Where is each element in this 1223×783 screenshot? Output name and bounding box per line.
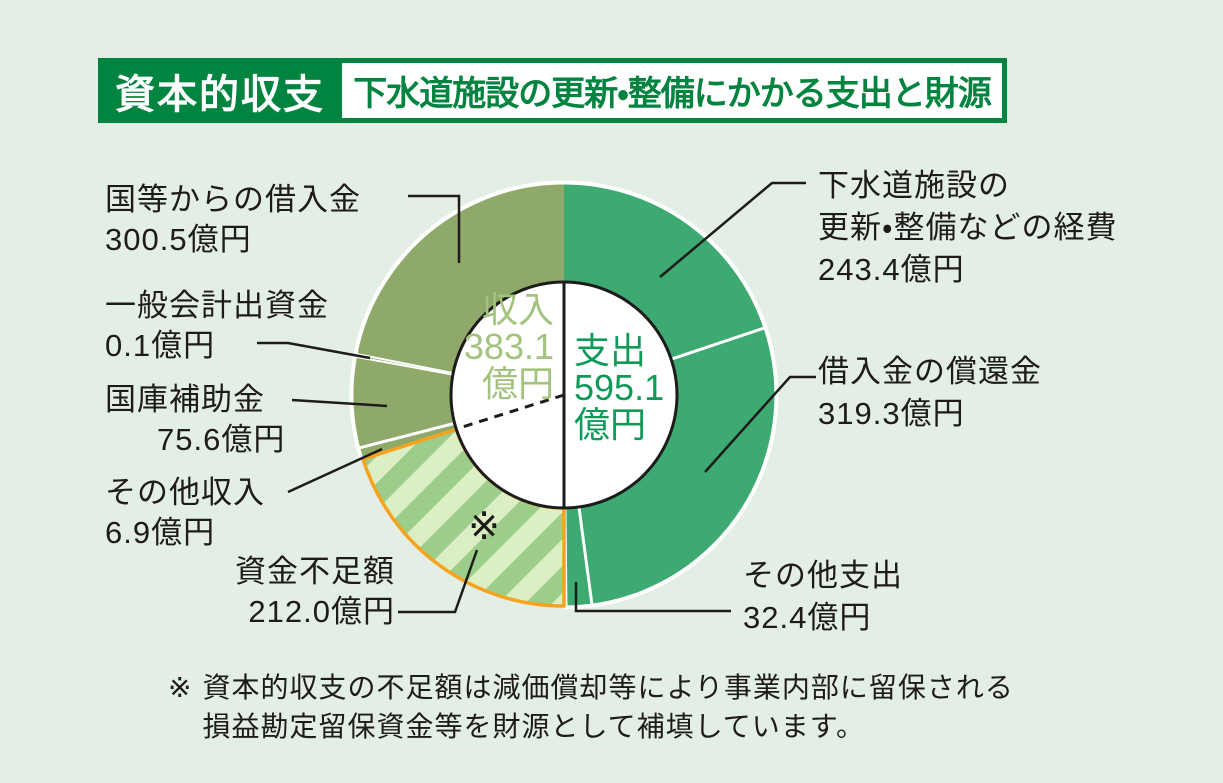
wedge-kokko [353,356,455,448]
callout-other-income: その他収入 6.9億円 [105,475,265,550]
leader-keihi [659,181,806,278]
callout-other-expenses: その他支出 32.4億円 [743,558,903,635]
donut-outer-rim [349,180,565,461]
section-subtitle: 下水道施設の更新・整備にかかる支出と財源 [342,63,1002,118]
wedge-sonota_shunyu [359,423,457,460]
wedge-shokan [578,328,775,605]
leader-kokko [291,398,388,408]
center-expense-label: 支出 595.1 億円 [574,332,664,443]
callout-loan-repayment: 借入金の償還金 319.3億円 [818,354,1042,431]
income-value: 383.1 [463,326,554,367]
segment-divider [670,326,765,361]
section-badge: 資本的収支 [115,72,325,117]
donut-outer-rim [563,180,779,610]
callout-general-account-investment: 一般会計出資金 0.1億円 [105,288,329,363]
wedge-kokutou [357,184,564,374]
leader-fusoku [398,549,479,614]
leader-ippan [257,341,371,360]
callout-national-subsidy: 国庫補助金 75.6億円 [105,382,286,457]
footnote-text: 資本的収支の不足額は減価償却等により事業内部に留保される 損益勘定留保資金等を財… [202,672,1014,742]
income-unit: 億円 [481,363,554,404]
center-income-label: 収入 383.1 億円 [420,291,554,402]
segment-divider [359,421,455,450]
callout-renewal-maintenance-expenses: 下水道施設の 更新・整備などの経費 243.4億円 [818,168,1118,287]
callout-loans-from-government: 国等からの借入金 300.5億円 [105,182,361,257]
wedge-fusoku [362,429,564,606]
leader-sonota_shishutsu [574,582,731,613]
reference-mark-in-wedge: ※ [468,506,500,548]
expense-value: 595.1 [574,367,665,408]
expense-title: 支出 [574,330,647,371]
segment-divider [356,355,454,376]
segment-divider [577,506,594,605]
leader-sonota_shunyu [287,447,383,494]
footnote: ※ 資本的収支の不足額は減価償却等により事業内部に留保される 損益勘定留保資金等… [168,668,1014,746]
leader-shokan [704,375,816,473]
wedge-sonota_shishutsu [564,507,592,606]
income-deficit-dashed-line [455,393,565,431]
income-title: 収入 [481,289,554,330]
segment-divider [356,353,454,375]
leader-kokutou [408,194,461,263]
callout-funds-shortfall: 資金不足額 212.0億円 [235,554,395,629]
section-header: 資本的収支 下水道施設の更新・整備にかかる支出と財源 [98,58,1007,123]
footnote-reference-mark: ※ [168,672,193,703]
expense-unit: 億円 [574,404,647,445]
wedge-keihi [564,184,765,360]
